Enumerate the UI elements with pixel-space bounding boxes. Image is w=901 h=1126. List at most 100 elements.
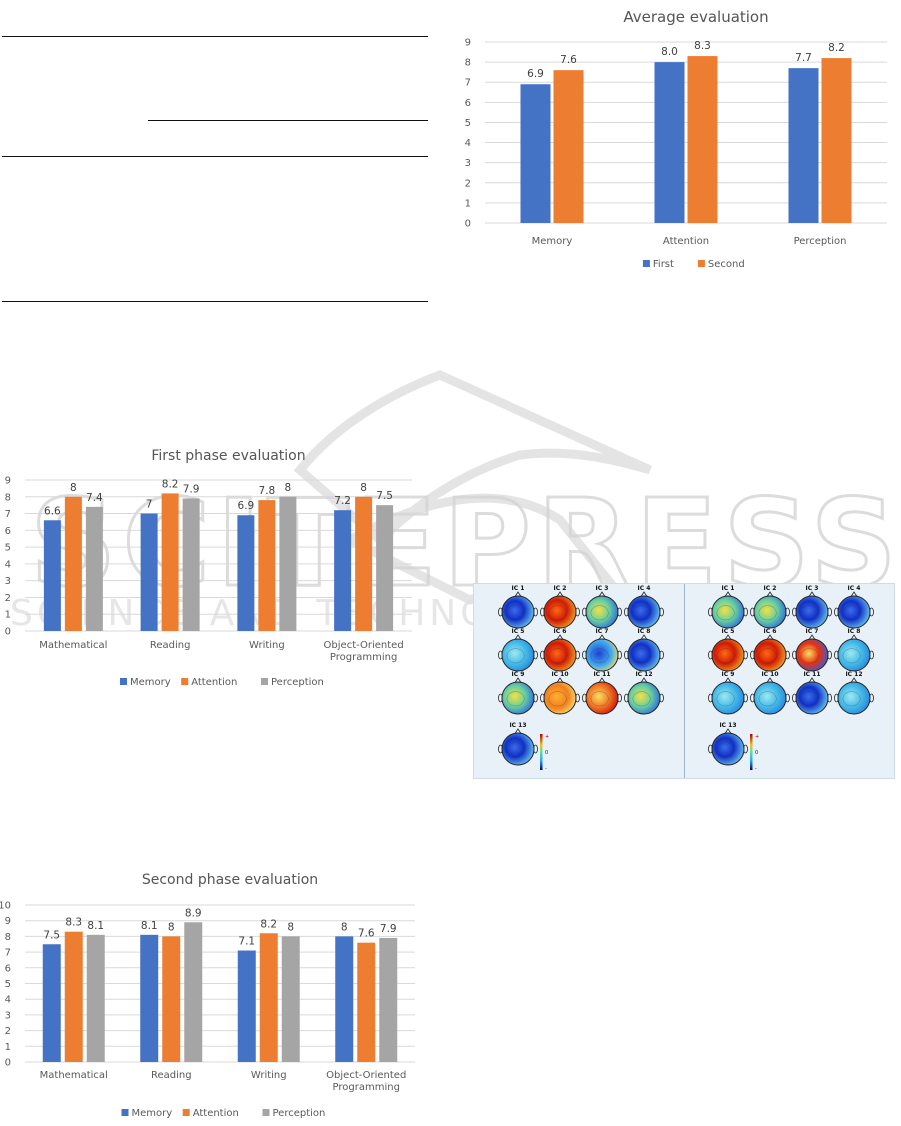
data-label: 6.9 xyxy=(238,500,255,512)
scale-minus-label: - xyxy=(755,766,757,772)
topomap-ic-12: IC 12 xyxy=(624,671,664,715)
y-tick-label: 2 xyxy=(465,178,471,189)
legend-label: Attention xyxy=(193,1108,239,1119)
ic-label: IC 5 xyxy=(722,628,735,635)
category-label: Mathematical xyxy=(40,1070,108,1081)
ic-label: IC 2 xyxy=(554,585,567,592)
chart-title: Second phase evaluation xyxy=(142,872,318,888)
data-label: 8.3 xyxy=(65,917,82,929)
data-label: 7.4 xyxy=(86,492,103,504)
bar-attention xyxy=(161,493,179,631)
data-label: 8 xyxy=(168,921,175,933)
table-bottom-rule xyxy=(2,301,428,302)
bar-attention xyxy=(64,931,83,1062)
category-label: Reading xyxy=(150,640,191,651)
color-scale-bar xyxy=(540,734,543,770)
y-tick-label: 6 xyxy=(5,526,11,537)
bar-memory xyxy=(335,936,354,1062)
ic-label: IC 6 xyxy=(554,628,567,635)
y-tick-label: 0 xyxy=(5,627,11,638)
bar-memory xyxy=(237,515,255,631)
ic-label: IC 5 xyxy=(512,628,525,635)
scale-zero-label: 0 xyxy=(545,750,548,756)
topomap-ic-13: IC 13 xyxy=(708,722,748,766)
bar-perception xyxy=(86,934,105,1062)
ic-label: IC 6 xyxy=(764,628,777,635)
data-label: 7.8 xyxy=(259,485,276,497)
y-tick-label: 3 xyxy=(5,576,11,587)
topomap-ic-10: IC 10 xyxy=(750,671,790,715)
y-tick-label: 2 xyxy=(5,1026,11,1037)
data-label: 8.3 xyxy=(694,40,711,52)
ic-label: IC 13 xyxy=(509,722,526,729)
y-tick-label: 6 xyxy=(465,98,471,109)
ic-label: IC 3 xyxy=(806,585,819,592)
second-phase-chart: Second phase evaluation 0 1 2 3 4 5 6 7 8 9 10 7.5 8.… xyxy=(0,862,440,1126)
data-label: 8.1 xyxy=(87,920,104,932)
y-tick-label: 6 xyxy=(5,963,11,974)
legend-swatch xyxy=(121,1109,129,1116)
y-tick-label: 3 xyxy=(5,1010,11,1021)
topomap-ic-5: IC 5 xyxy=(498,628,538,672)
legend-swatch xyxy=(182,1109,190,1116)
data-label: 6.9 xyxy=(527,68,544,80)
y-tick-label: 1 xyxy=(5,610,11,621)
topomap-ic-2: IC 2 xyxy=(750,585,790,629)
topomap-ic-1: IC 1 xyxy=(498,585,538,629)
bar-perception xyxy=(184,922,203,1062)
topomap-ic-1: IC 1 xyxy=(708,585,748,629)
data-label: 8 xyxy=(285,482,292,494)
data-label: 7.9 xyxy=(183,483,200,495)
ic-label: IC 9 xyxy=(512,671,525,678)
data-label: 7.7 xyxy=(795,52,812,64)
bar-first xyxy=(788,68,819,224)
table-top-rule xyxy=(2,36,428,37)
ic-label: IC 10 xyxy=(761,671,778,678)
y-tick-label: 7 xyxy=(5,948,11,959)
ic-label: IC 8 xyxy=(848,628,861,635)
topomap-ic-4: IC 4 xyxy=(834,585,874,629)
topomap-ic-13: IC 13 xyxy=(498,722,538,766)
y-tick-label: 5 xyxy=(5,543,11,554)
y-tick-label: 8 xyxy=(465,58,471,69)
topomap-ic-3: IC 3 xyxy=(792,585,832,629)
ic-label: IC 7 xyxy=(596,628,609,635)
bar-perception xyxy=(279,496,297,631)
ic-label: IC 1 xyxy=(722,585,735,592)
bar-memory xyxy=(43,520,61,631)
ic-label: IC 3 xyxy=(596,585,609,592)
data-label: 7.6 xyxy=(358,928,375,940)
chart-title: Average evaluation xyxy=(623,8,768,26)
bar-attention xyxy=(357,942,376,1062)
topomap-ic-5: IC 5 xyxy=(708,628,748,672)
ic-label: IC 11 xyxy=(593,671,610,678)
legend-label: Memory xyxy=(132,1108,173,1119)
topomap-ic-11: IC 11 xyxy=(582,671,622,715)
bar-second xyxy=(687,56,718,224)
bar-memory xyxy=(42,944,61,1062)
ic-label: IC 7 xyxy=(806,628,819,635)
legend-swatch xyxy=(642,260,650,267)
first-phase-chart: First phase evaluation 0 1 2 3 4 5 6 7 8 9 6.6 8 7.4 M… xyxy=(0,440,440,700)
y-tick-label: 4 xyxy=(465,138,471,149)
ic-label: IC 12 xyxy=(635,671,652,678)
topomap-ic-6: IC 6 xyxy=(540,628,580,672)
table-header-rule xyxy=(2,156,428,157)
bar-memory xyxy=(334,510,352,631)
y-tick-label: 4 xyxy=(5,995,11,1006)
category-label: Writing xyxy=(251,1070,287,1081)
ic-label: IC 10 xyxy=(551,671,568,678)
topomap-ic-12: IC 12 xyxy=(834,671,874,715)
y-tick-label: 1 xyxy=(5,1042,11,1053)
ic-label: IC 1 xyxy=(512,585,525,592)
ic-label: IC 11 xyxy=(803,671,820,678)
topomap-ic-9: IC 9 xyxy=(498,671,538,715)
bar-memory xyxy=(237,950,256,1062)
category-label: Object-Oriented xyxy=(326,1070,406,1081)
bar-attention xyxy=(355,496,373,631)
ic-label: IC 13 xyxy=(719,722,736,729)
ic-label: IC 4 xyxy=(638,585,651,592)
legend-swatch xyxy=(120,678,127,685)
y-tick-label: 9 xyxy=(465,38,471,49)
y-tick-label: 8 xyxy=(5,492,11,503)
